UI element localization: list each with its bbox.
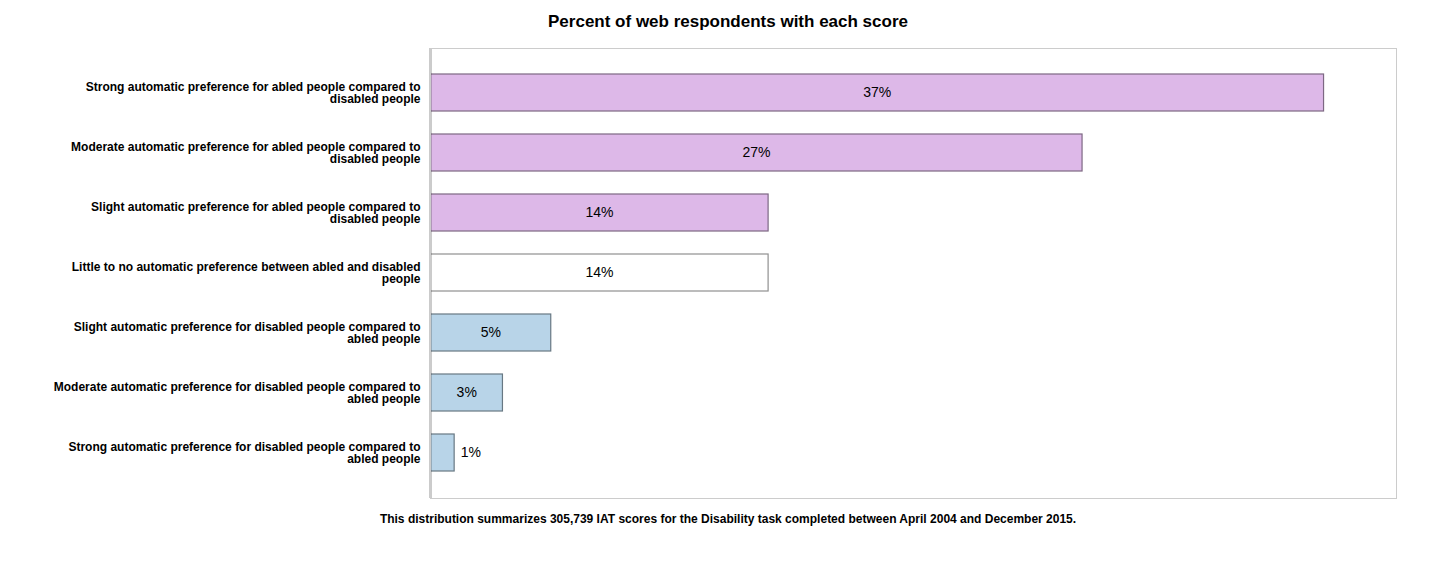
html-text:This distribution summarizes 3: This distribution summarizes 305,739 IAT… [379,512,1077,526]
svg-text:Strong automatic preference fo: Strong automatic preference for abled pe… [86,80,421,106]
svg-text:37%: 37% [863,84,891,100]
svg-text:1%: 1% [461,444,481,460]
svg-text:Moderate automatic preference: Moderate automatic preference for abled … [71,140,421,166]
svg-text:Slight automatic preference fo: Slight automatic preference for abled pe… [91,200,421,226]
svg-text:27%: 27% [743,144,771,160]
svg-text:14%: 14% [586,204,614,220]
svg-text:3%: 3% [457,384,477,400]
svg-text:Little to no automatic prefere: Little to no automatic preference betwee… [72,260,421,286]
svg-text:Moderate automatic preference: Moderate automatic preference for disabl… [54,380,421,406]
svg-text:Slight automatic preference fo: Slight automatic preference for disabled… [74,320,421,346]
svg-text:Strong automatic preference fo: Strong automatic preference for disabled… [68,440,420,466]
svg-text:5%: 5% [481,324,501,340]
svg-text:14%: 14% [586,264,614,280]
html-text:Percent of web respondents wit: Percent of web respondents with each sco… [548,12,908,31]
